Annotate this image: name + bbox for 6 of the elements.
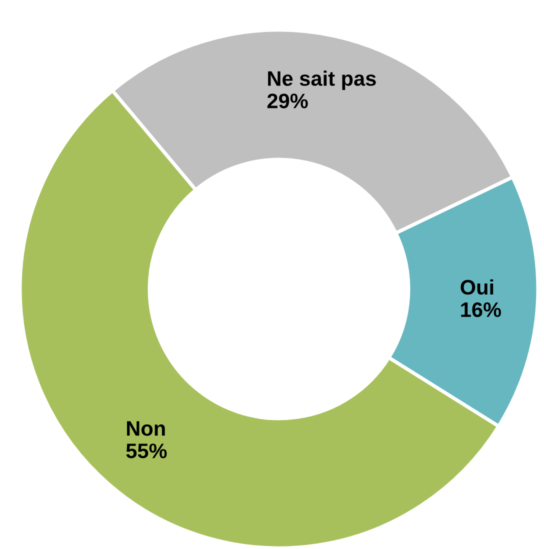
data-label: 16% — [461, 302, 502, 318]
slice-label: Non — [127, 421, 165, 436]
slice-label: Oui — [460, 279, 494, 295]
slice-label: Ne sait pas — [268, 70, 376, 90]
data-label: 55% — [126, 444, 167, 458]
data-label: 29% — [267, 94, 308, 108]
